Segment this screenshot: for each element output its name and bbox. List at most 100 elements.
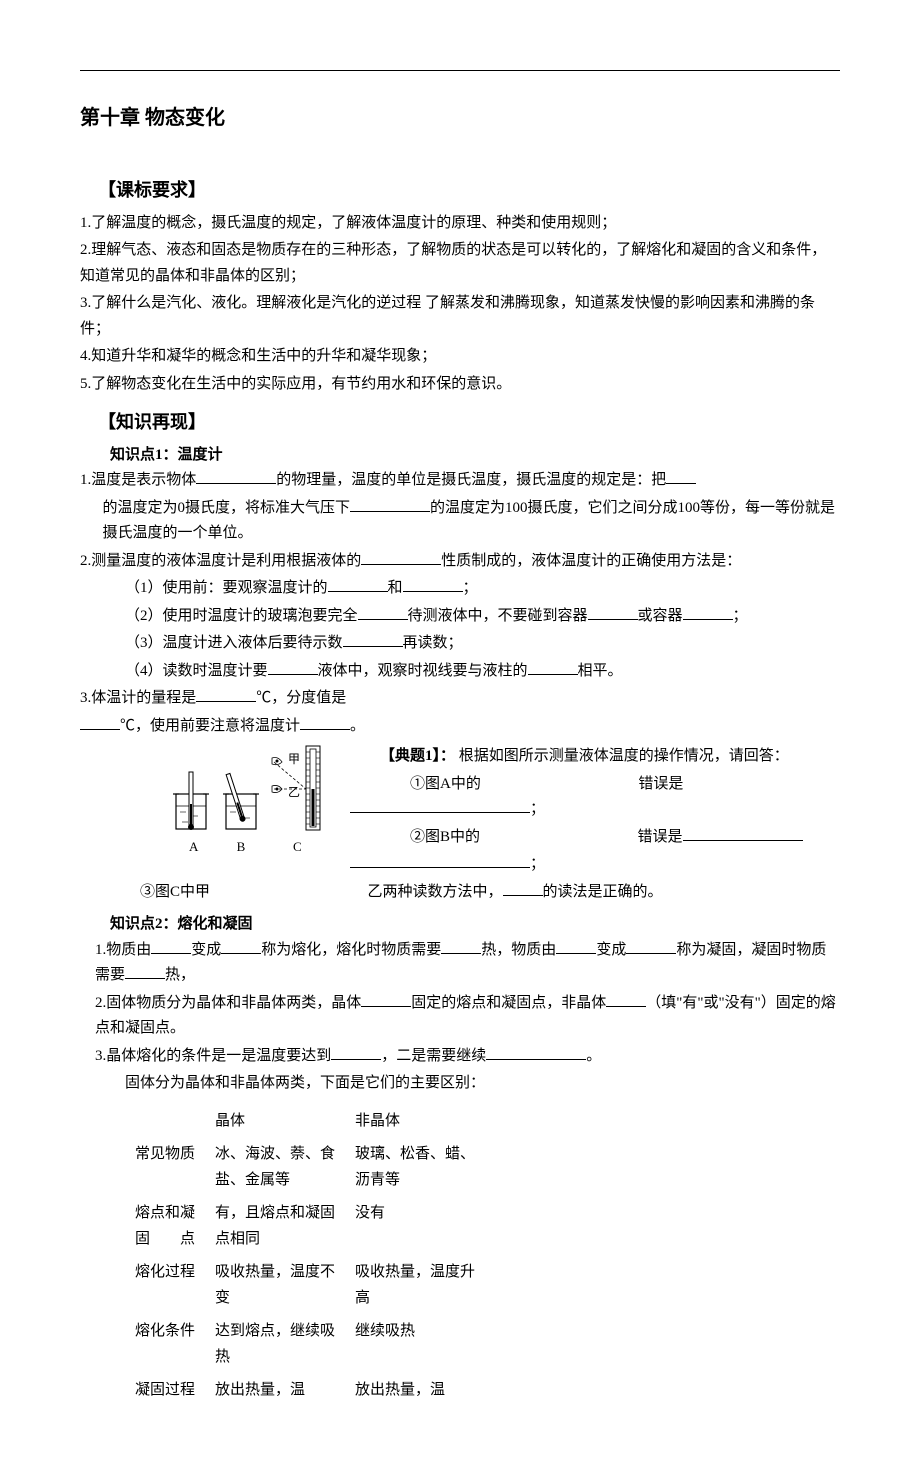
text: 称为熔化，熔化时物质需要 — [261, 942, 441, 958]
table-cell: 放出热量，温 — [205, 1374, 345, 1408]
text: （2）使用时温度计的玻璃泡要完全 — [125, 608, 358, 624]
blank — [361, 550, 441, 565]
example1-line3: ③图C中甲 乙两种读数方法中，的读法是正确的。 — [80, 880, 840, 906]
blank — [328, 577, 388, 592]
example1-label: 【典题1】： — [380, 748, 455, 764]
text: （4）读数时温度计要 — [125, 663, 268, 679]
crystal-table: 晶体 非晶体 常见物质 冰、海波、萘、食盐、金属等 玻璃、松香、蜡、沥青等 熔点… — [125, 1105, 485, 1408]
blank — [503, 881, 543, 896]
section-kebiao-header: 【课标要求】 — [80, 175, 840, 206]
blank — [358, 605, 408, 620]
table-row: 晶体 非晶体 — [125, 1105, 485, 1139]
blank — [666, 469, 696, 484]
text: ； — [530, 801, 545, 817]
text: 变成 — [596, 942, 626, 958]
crystal-table-wrap: 晶体 非晶体 常见物质 冰、海波、萘、食盐、金属等 玻璃、松香、蜡、沥青等 熔点… — [125, 1105, 840, 1408]
text: 和 — [388, 580, 403, 596]
table-cell: 熔化条件 — [125, 1315, 205, 1374]
blank — [300, 715, 350, 730]
table-cell: 冰、海波、萘、食盐、金属等 — [205, 1138, 345, 1197]
figure-labels-row: A B C — [170, 836, 330, 858]
text: 热， — [165, 967, 195, 983]
section-zhishi-header: 【知识再现】 — [80, 407, 840, 438]
text: ； — [733, 608, 748, 624]
blank — [606, 992, 646, 1007]
blank — [588, 605, 638, 620]
text: 的物理量，温度的单位是摄氏温度，摄氏温度的规定是：把 — [276, 472, 666, 488]
example1-block: 甲 乙 A B C 【典题1】： 根据如图所示测量液体温度的操作情况，请回答： … — [80, 744, 840, 907]
table-row: 凝固过程 放出热量，温 放出热量，温 — [125, 1374, 485, 1408]
text: ℃，使用前要注意将温度计 — [120, 718, 300, 734]
table-row: 熔化过程 吸收热量，温度不变 吸收热量，温度升高 — [125, 1256, 485, 1315]
text: 热，物质由 — [481, 942, 556, 958]
text: 待测液体中，不要碰到容器 — [408, 608, 588, 624]
blank — [441, 939, 481, 954]
kp1-sub3: （3）温度计进入液体后要待示数再读数； — [80, 631, 840, 657]
fig-label-a: A — [173, 836, 215, 858]
table-row: 常见物质 冰、海波、萘、食盐、金属等 玻璃、松香、蜡、沥青等 — [125, 1138, 485, 1197]
kp2-item3: 3.晶体熔化的条件是一是温度要达到，二是需要继续。 — [80, 1044, 840, 1070]
chapter-title: 第十章 物态变化 — [80, 101, 840, 135]
text: 。 — [586, 1048, 601, 1064]
fig-jia-label: 甲 — [288, 749, 300, 769]
table-header: 晶体 — [205, 1105, 345, 1139]
kp1-item3b: ℃，使用前要注意将温度计。 — [80, 714, 840, 740]
beaker-b-icon — [220, 764, 262, 834]
kp1-item1: 1.温度是表示物体的物理量，温度的单位是摄氏温度，摄氏温度的规定是：把 — [80, 468, 840, 494]
blank — [528, 660, 578, 675]
blank — [350, 497, 430, 512]
kebiao-item: 3.了解什么是汽化、液化。理解液化是汽化的逆过程 了解蒸发和沸腾现象，知道蒸发快… — [80, 291, 840, 342]
text: （1）使用前：要观察温度计的 — [125, 580, 328, 596]
text: ③图C中甲 — [140, 884, 210, 900]
blank — [343, 632, 403, 647]
text: 错误是 — [638, 776, 683, 792]
text: 固定的熔点和凝固点，非晶体 — [411, 995, 606, 1011]
text: ①图A中的 — [410, 776, 481, 792]
text: 2.测量温度的液体温度计是利用根据液体的 — [80, 553, 361, 569]
blank — [350, 798, 530, 813]
table-cell: 放出热量，温 — [345, 1374, 485, 1408]
text: 再读数； — [403, 635, 463, 651]
blank — [125, 964, 165, 979]
blank — [80, 715, 120, 730]
text: ； — [463, 580, 478, 596]
text: 相平。 — [578, 663, 623, 679]
text: 的读法是正确的。 — [543, 884, 663, 900]
table-row: 熔点和凝固点 有，且熔点和凝固点相同 没有 — [125, 1197, 485, 1256]
kp1-item3: 3.体温计的量程是℃，分度值是 — [80, 686, 840, 712]
blank — [331, 1045, 381, 1060]
table-cell: 吸收热量，温度升高 — [345, 1256, 485, 1315]
table-cell: 继续吸热 — [345, 1315, 485, 1374]
blank — [556, 939, 596, 954]
text: 1.物质由 — [95, 942, 151, 958]
table-header: 非晶体 — [345, 1105, 485, 1139]
blank — [403, 577, 463, 592]
blank — [151, 939, 191, 954]
fig-label-b: B — [220, 836, 262, 858]
example1-figure: 甲 乙 A B C — [170, 744, 330, 858]
text: 性质制成的，液体温度计的正确使用方法是： — [441, 553, 741, 569]
kebiao-item: 4.知道升华和凝华的概念和生活中的升华和凝华现象； — [80, 344, 840, 370]
table-cell: 有，且熔点和凝固点相同 — [205, 1197, 345, 1256]
kebiao-item: 1.了解温度的概念，摄氏温度的规定，了解液体温度计的原理、种类和使用规则； — [80, 211, 840, 237]
blank — [486, 1045, 586, 1060]
kp2-table-intro: 固体分为晶体和非晶体两类，下面是它们的主要区别： — [80, 1071, 840, 1097]
text: 的温度定为0摄氏度，将标准大气压下 — [103, 500, 351, 516]
blank — [196, 469, 276, 484]
table-cell: 玻璃、松香、蜡、沥青等 — [345, 1138, 485, 1197]
kebiao-item: 2.理解气态、液态和固态是物质存在的三种形态，了解物质的状态是可以转化的，了解熔… — [80, 238, 840, 289]
blank — [268, 660, 318, 675]
top-rule — [80, 70, 840, 71]
table-row: 熔化条件 达到熔点，继续吸热 继续吸热 — [125, 1315, 485, 1374]
text: ，二是需要继续 — [381, 1048, 486, 1064]
table-cell: 凝固过程 — [125, 1374, 205, 1408]
blank — [683, 826, 803, 841]
text: 或容器 — [638, 608, 683, 624]
text: 3.体温计的量程是 — [80, 690, 196, 706]
kp2-title: 知识点2：熔化和凝固 — [80, 912, 840, 938]
table-cell: 熔化过程 — [125, 1256, 205, 1315]
kp1-item1b: 的温度定为0摄氏度，将标准大气压下的温度定为100摄氏度，它们之间分成100等份… — [80, 496, 840, 547]
table-cell: 常见物质 — [125, 1138, 205, 1197]
table-cell: 熔点和凝固点 — [125, 1197, 205, 1256]
text: 2.固体物质分为晶体和非晶体两类，晶体 — [95, 995, 361, 1011]
